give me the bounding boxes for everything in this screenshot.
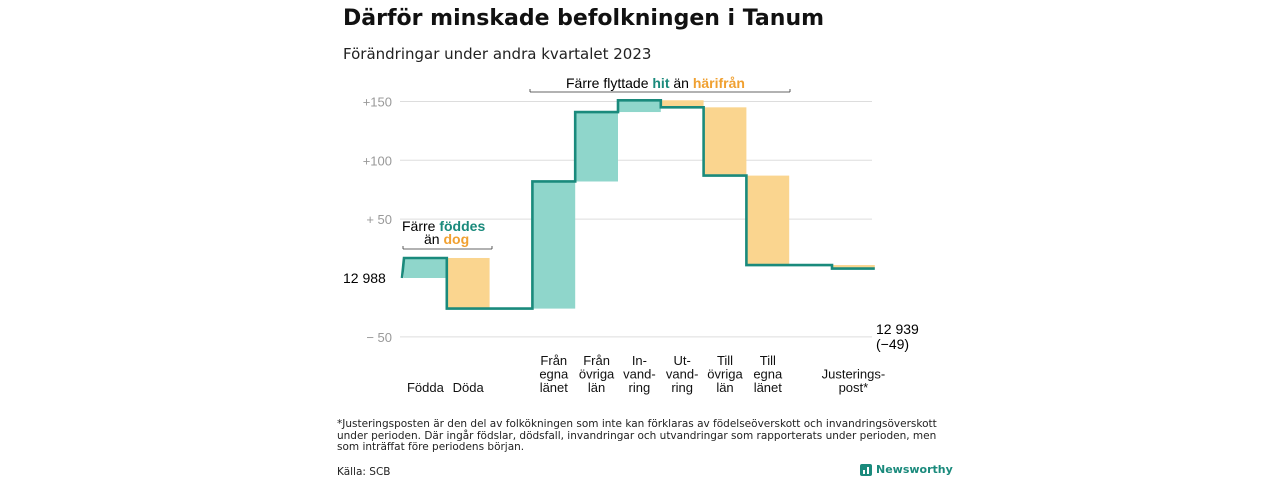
bar [618,100,661,113]
y-tick-label: +150 [363,94,392,109]
x-axis-label: Födda [407,380,445,395]
bar [404,257,447,278]
svg-text:än dog: än dog [424,231,469,247]
newsworthy-icon [860,463,872,476]
annotation-born-died: Färre föddes än dog [402,218,493,250]
annotation-moved: Färre flyttade hit än härifrån [529,75,791,93]
bar [703,107,747,176]
brand-name: Newsworthy [876,463,953,476]
x-axis-label: Justerings- [822,367,886,382]
x-axis-label: post* [839,380,869,395]
y-axis-tick-labels: +150 +100 + 50 − 50 [363,94,392,344]
footnote: *Justeringsposten är den del av folkökni… [337,418,937,453]
annotation-moved-mid: än [673,75,689,91]
x-axis-label: länet [754,380,783,395]
end-change-label: (−49) [876,336,909,352]
x-axis-label: egna [539,367,569,382]
bar [446,257,490,309]
x-axis-label: Döda [453,380,485,395]
x-axis-label: egna [753,367,783,382]
x-axis-label: Ut- [674,353,691,368]
bar [575,112,618,182]
y-tick-label: + 50 [366,212,392,227]
annotation-born-prefix: Färre [402,218,436,234]
x-axis-label: ring [629,380,651,395]
svg-text:Färre flyttade hit: Färre flyttade hit än härifrån [566,75,745,91]
x-axis-label: vand- [666,367,699,382]
bar [660,100,704,108]
x-axis-label: vand- [623,367,656,382]
start-value-label: 12 988 [343,270,386,286]
chart-title: Därför minskade befolkningen i Tanum [343,6,825,31]
step-line [400,98,875,310]
x-axis-label: In- [632,353,647,368]
bar [746,175,790,266]
x-axis-label: Till [760,353,776,368]
x-axis-label: övriga [707,367,743,382]
annotation-moved-highlight: hit [652,75,669,91]
y-tick-label: − 50 [366,330,392,345]
x-axis-label: ring [671,380,693,395]
end-value-label: 12 939 [876,321,919,337]
x-axis-label: övriga [579,367,615,382]
chart-subtitle: Förändringar under andra kvartalet 2023 [343,45,652,63]
x-axis-labels: Födda DödaFrånegnalänetFrånövrigalänIn-va… [407,353,885,395]
x-axis-label: län [716,380,733,395]
brand-logo: Newsworthy [860,463,953,476]
x-axis-label: länet [540,380,569,395]
x-axis-label: län [588,380,605,395]
bar [532,181,576,309]
annotation-moved-prefix: Färre flyttade [566,75,649,91]
annotation-born-highlight2: dog [443,231,469,247]
bars [404,100,875,309]
x-axis-label: Från [540,353,567,368]
step-line-path [400,98,875,310]
bar [832,265,875,269]
svg-text:Färre föddes: Färre föddes [402,218,485,234]
annotation-moved-highlight2: härifrån [693,75,745,91]
x-axis-label: Till [717,353,733,368]
source-label: Källa: SCB [337,466,391,478]
annotation-born-highlight: föddes [439,218,485,234]
x-axis-label: Från [583,353,610,368]
annotation-born-mid: än [424,231,440,247]
y-tick-label: +100 [363,153,392,168]
